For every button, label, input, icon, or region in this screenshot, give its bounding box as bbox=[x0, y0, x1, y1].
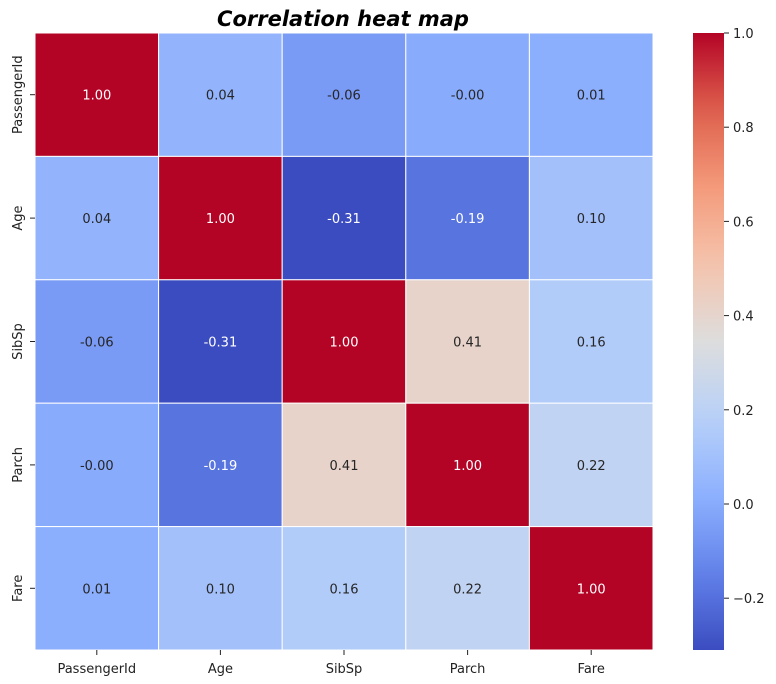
heatmap-cell bbox=[281, 526, 407, 651]
heatmap-cell bbox=[528, 402, 654, 528]
cell-value-label: 0.10 bbox=[206, 582, 235, 597]
heatmap-cell bbox=[34, 155, 160, 281]
colorbar-tick-label: 1.0 bbox=[733, 27, 754, 42]
heatmap-cell bbox=[405, 402, 530, 528]
cell-value-label: -0.31 bbox=[204, 336, 238, 351]
cell-value-label: -0.00 bbox=[80, 459, 114, 474]
cell-value-label: 0.04 bbox=[82, 212, 111, 227]
cell-value-label: 0.04 bbox=[206, 89, 235, 104]
cell-value-label: 0.22 bbox=[577, 459, 606, 474]
chart-title: Correlation heat map bbox=[217, 7, 469, 31]
cell-value-label: 0.16 bbox=[577, 336, 606, 351]
cell-value-label: 0.41 bbox=[330, 459, 359, 474]
cell-value-label: -0.06 bbox=[80, 336, 114, 351]
cell-value-label: 0.01 bbox=[577, 89, 606, 104]
colorbar-tick-label: 0.6 bbox=[733, 215, 754, 230]
y-tick-label: Parch bbox=[11, 447, 26, 483]
heatmap-cell bbox=[405, 279, 530, 404]
cell-value-label: 0.22 bbox=[453, 582, 482, 597]
heatmap-cell bbox=[281, 279, 407, 404]
colorbar-tick-label: −0.2 bbox=[733, 592, 765, 607]
heatmap-cell bbox=[158, 526, 283, 651]
heatmap-cell bbox=[281, 32, 407, 157]
cell-value-label: 1.00 bbox=[453, 459, 482, 474]
heatmap-cell bbox=[528, 279, 654, 404]
heatmap-cell bbox=[158, 402, 283, 528]
heatmap-cell bbox=[34, 526, 160, 651]
x-axis: PassengerId Age SibSp Parch Fare bbox=[57, 650, 605, 677]
heatmap-cell bbox=[405, 32, 530, 157]
cell-value-label: 0.41 bbox=[453, 336, 482, 351]
x-tick-label: Parch bbox=[450, 662, 486, 677]
colorbar-tick-label: 0.8 bbox=[733, 121, 754, 136]
cell-value-label: 1.00 bbox=[82, 89, 111, 104]
y-tick-label: Age bbox=[11, 206, 26, 231]
cell-value-label: 0.01 bbox=[82, 582, 111, 597]
heatmap-cell bbox=[281, 402, 407, 528]
colorbar-tick-label: 0.4 bbox=[733, 310, 754, 325]
x-tick-label: PassengerId bbox=[57, 662, 136, 677]
cell-value-label: -0.31 bbox=[327, 212, 361, 227]
cell-value-label: 0.16 bbox=[330, 582, 359, 597]
y-tick-label: PassengerId bbox=[11, 55, 26, 134]
colorbar-tick-label: 0.0 bbox=[733, 498, 754, 513]
cell-value-label: 1.00 bbox=[206, 212, 235, 227]
heatmap-cell bbox=[281, 155, 407, 281]
cell-value-label: -0.06 bbox=[327, 89, 361, 104]
y-axis: PassengerId Age SibSp Parch Fare bbox=[11, 55, 35, 602]
x-tick-label: Fare bbox=[578, 662, 605, 677]
cell-value-label: 0.10 bbox=[577, 212, 606, 227]
heatmap-cell bbox=[158, 32, 283, 157]
y-tick-label: SibSp bbox=[11, 323, 26, 360]
y-tick-label: Fare bbox=[11, 575, 26, 602]
heatmap-cell-labels: 1.00 0.04 -0.06 -0.00 0.01 0.04 1.00 -0.31 -0.19… bbox=[80, 89, 606, 598]
heatmap-cells bbox=[34, 32, 654, 651]
colorbar-gradient bbox=[693, 33, 724, 650]
cell-value-label: -0.19 bbox=[204, 459, 238, 474]
heatmap-cell bbox=[528, 32, 654, 157]
x-tick-label: Age bbox=[208, 662, 233, 677]
cell-value-label: -0.19 bbox=[451, 212, 485, 227]
cell-value-label: 1.00 bbox=[577, 582, 606, 597]
cell-value-label: 1.00 bbox=[330, 336, 359, 351]
heatmap-cell bbox=[34, 32, 160, 157]
heatmap-cell bbox=[528, 155, 654, 281]
cell-value-label: -0.00 bbox=[451, 89, 485, 104]
heatmap-cell bbox=[158, 279, 283, 404]
colorbar: 1.0 0.8 0.6 0.4 0.2 0.0 −0.2 bbox=[693, 27, 765, 650]
x-tick-label: SibSp bbox=[326, 662, 363, 677]
heatmap-cell bbox=[528, 526, 654, 651]
colorbar-tick-label: 0.2 bbox=[733, 404, 754, 419]
